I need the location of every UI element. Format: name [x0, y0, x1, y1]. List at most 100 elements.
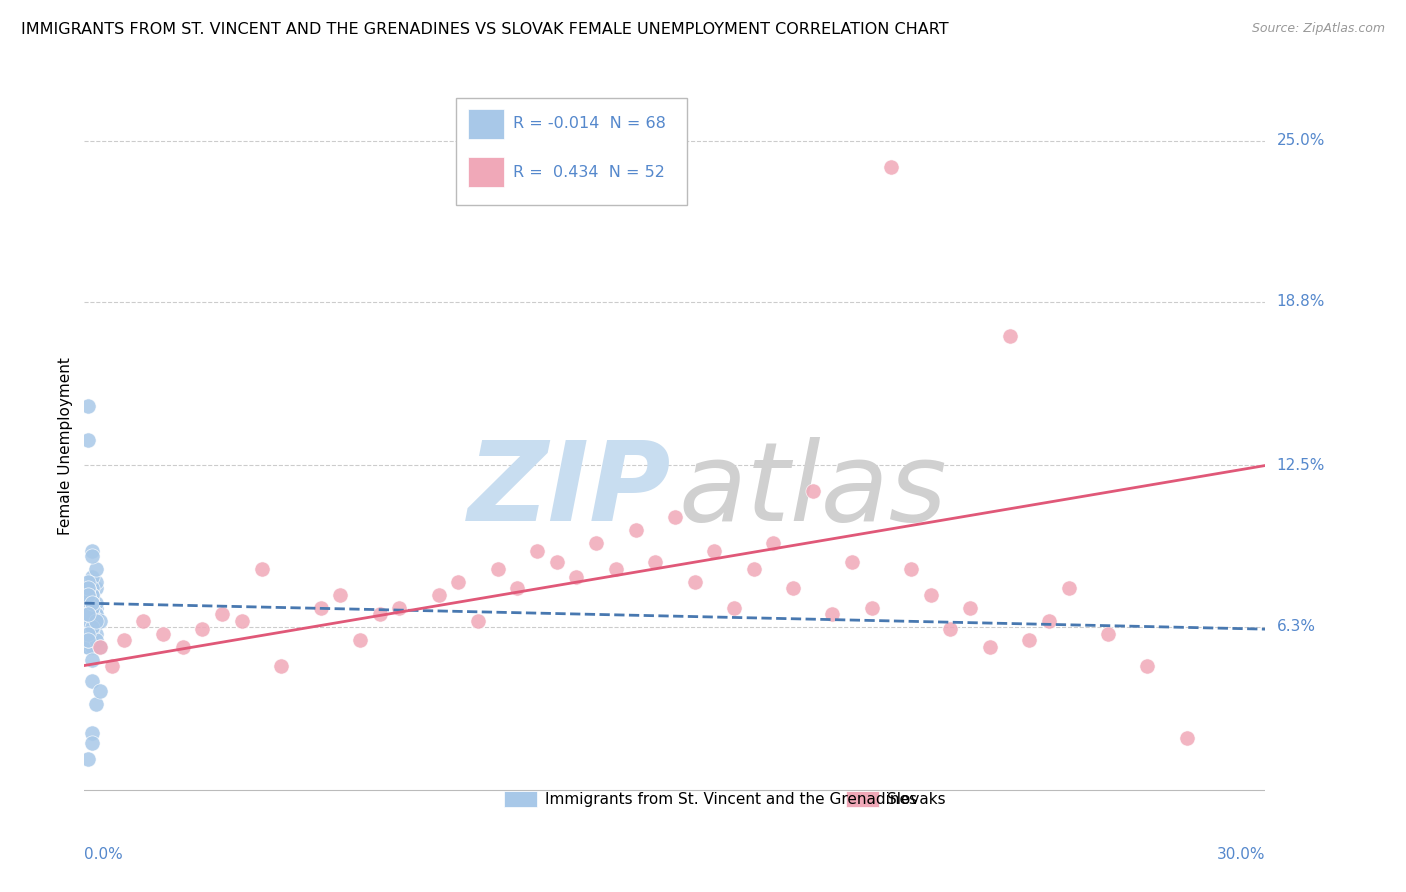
Point — [782, 581, 804, 595]
Text: 12.5%: 12.5% — [1277, 458, 1324, 473]
Point — [82, 607, 104, 621]
Point — [270, 658, 292, 673]
Point — [880, 160, 903, 174]
Point — [82, 601, 104, 615]
Point — [231, 615, 253, 629]
Point — [368, 607, 391, 621]
Point — [82, 736, 104, 750]
Point — [920, 588, 942, 602]
Point — [644, 555, 666, 569]
Point — [172, 640, 194, 655]
Point — [821, 607, 844, 621]
Bar — [503, 791, 537, 807]
Point — [82, 622, 104, 636]
Point — [89, 615, 111, 629]
Text: ZIP: ZIP — [468, 437, 671, 544]
Point — [84, 607, 107, 621]
Point — [77, 615, 100, 629]
Point — [77, 627, 100, 641]
Point — [427, 588, 450, 602]
Point — [77, 615, 100, 629]
Point — [526, 544, 548, 558]
Point — [84, 601, 107, 615]
Point — [939, 622, 962, 636]
Point — [900, 562, 922, 576]
Point — [664, 510, 686, 524]
Point — [801, 484, 824, 499]
Point — [77, 632, 100, 647]
Point — [703, 544, 725, 558]
Point — [77, 622, 100, 636]
Point — [77, 607, 100, 621]
Point — [82, 640, 104, 655]
Text: R =  0.434  N = 52: R = 0.434 N = 52 — [513, 164, 665, 179]
FancyBboxPatch shape — [457, 98, 686, 205]
Point — [1057, 581, 1080, 595]
Point — [723, 601, 745, 615]
Point — [77, 640, 100, 655]
Point — [329, 588, 352, 602]
Point — [506, 581, 529, 595]
Point — [82, 627, 104, 641]
Text: Immigrants from St. Vincent and the Grenadines: Immigrants from St. Vincent and the Gren… — [546, 792, 917, 807]
Point — [82, 619, 104, 633]
Point — [82, 653, 104, 667]
Point — [546, 555, 568, 569]
Point — [683, 575, 706, 590]
Point — [77, 581, 100, 595]
Text: R = -0.014  N = 68: R = -0.014 N = 68 — [513, 117, 666, 131]
Point — [77, 627, 100, 641]
Point — [82, 726, 104, 740]
Point — [77, 752, 100, 766]
Point — [1097, 627, 1119, 641]
Point — [467, 615, 489, 629]
Point — [565, 570, 588, 584]
Point — [1136, 658, 1159, 673]
Point — [89, 684, 111, 698]
Point — [447, 575, 470, 590]
Point — [624, 524, 647, 538]
Bar — [468, 109, 503, 139]
Point — [1038, 615, 1060, 629]
Point — [82, 596, 104, 610]
Point — [486, 562, 509, 576]
Point — [82, 581, 104, 595]
Text: 18.8%: 18.8% — [1277, 294, 1324, 310]
Point — [77, 627, 100, 641]
Point — [84, 575, 107, 590]
Point — [959, 601, 981, 615]
Text: Source: ZipAtlas.com: Source: ZipAtlas.com — [1251, 22, 1385, 36]
Point — [77, 607, 100, 621]
Point — [82, 607, 104, 621]
Point — [152, 627, 174, 641]
Text: IMMIGRANTS FROM ST. VINCENT AND THE GRENADINES VS SLOVAK FEMALE UNEMPLOYMENT COR: IMMIGRANTS FROM ST. VINCENT AND THE GREN… — [21, 22, 949, 37]
Point — [132, 615, 155, 629]
Point — [1018, 632, 1040, 647]
Text: atlas: atlas — [679, 437, 948, 544]
Point — [77, 607, 100, 621]
Point — [211, 607, 233, 621]
Point — [82, 596, 104, 610]
Point — [89, 640, 111, 655]
Point — [84, 581, 107, 595]
Point — [77, 588, 100, 602]
Point — [250, 562, 273, 576]
Point — [762, 536, 785, 550]
Point — [979, 640, 1001, 655]
Point — [82, 588, 104, 602]
Point — [77, 593, 100, 607]
Point — [742, 562, 765, 576]
Text: 0.0%: 0.0% — [84, 847, 124, 862]
Text: 30.0%: 30.0% — [1218, 847, 1265, 862]
Point — [585, 536, 607, 550]
Point — [1175, 731, 1198, 746]
Point — [82, 588, 104, 602]
Point — [77, 601, 100, 615]
Point — [605, 562, 627, 576]
Point — [77, 632, 100, 647]
Point — [77, 601, 100, 615]
Bar — [846, 791, 879, 807]
Point — [82, 570, 104, 584]
Point — [309, 601, 332, 615]
Text: 25.0%: 25.0% — [1277, 133, 1324, 148]
